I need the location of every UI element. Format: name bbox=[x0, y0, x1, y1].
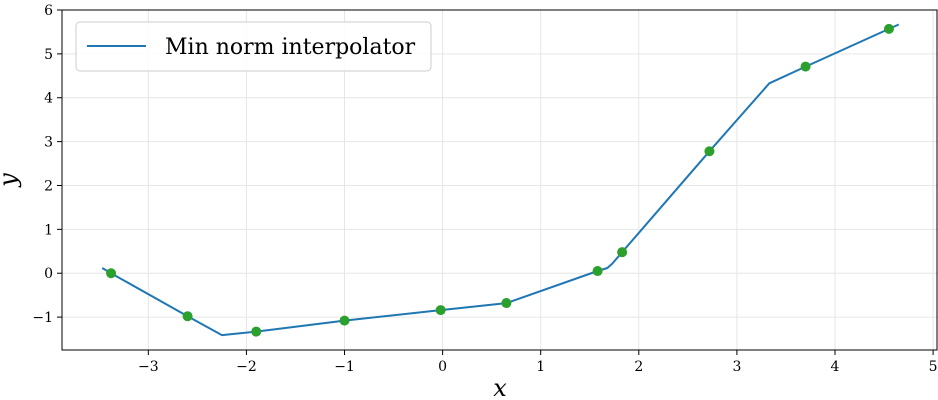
data-point bbox=[106, 268, 117, 279]
legend: Min norm interpolator bbox=[75, 21, 432, 72]
y-tick-label: −1 bbox=[32, 310, 53, 326]
data-point bbox=[501, 298, 512, 309]
series-layer bbox=[101, 23, 900, 337]
data-point bbox=[617, 247, 628, 258]
data-point bbox=[883, 23, 894, 34]
y-tick-label: 3 bbox=[44, 135, 53, 151]
x-tick-label: −3 bbox=[138, 359, 159, 375]
x-tick-label: 0 bbox=[438, 359, 447, 375]
data-point bbox=[339, 315, 350, 326]
plot-frame bbox=[61, 9, 938, 351]
y-tick-label: 0 bbox=[44, 266, 53, 282]
y-tick-label: 4 bbox=[44, 91, 53, 107]
y-axis-label: y bbox=[0, 173, 22, 188]
x-axis-label: x bbox=[493, 374, 507, 400]
x-tick-label: 2 bbox=[634, 359, 643, 375]
x-tick-label: 1 bbox=[536, 359, 545, 375]
x-tick-label: −2 bbox=[236, 359, 257, 375]
legend-box bbox=[75, 21, 432, 72]
y-tick-label: 5 bbox=[44, 47, 53, 63]
data-point bbox=[435, 305, 446, 316]
y-tick-label: 2 bbox=[44, 178, 53, 194]
x-tick-label: 5 bbox=[929, 359, 938, 375]
data-point bbox=[251, 326, 262, 337]
data-point bbox=[800, 61, 811, 72]
x-tick-label: 3 bbox=[732, 359, 741, 375]
data-point bbox=[704, 146, 715, 157]
ticks: −3 −2 −1 0 1 2 3 4 5 −1 0 1 2 3 4 5 6 bbox=[32, 3, 937, 375]
x-tick-label: 4 bbox=[831, 359, 840, 375]
data-point bbox=[592, 266, 603, 277]
legend-entry-label: Min norm interpolator bbox=[165, 35, 416, 60]
y-tick-label: 6 bbox=[44, 3, 53, 19]
data-point bbox=[182, 311, 193, 322]
x-tick-label: −1 bbox=[334, 359, 355, 375]
y-tick-label: 1 bbox=[44, 222, 53, 238]
